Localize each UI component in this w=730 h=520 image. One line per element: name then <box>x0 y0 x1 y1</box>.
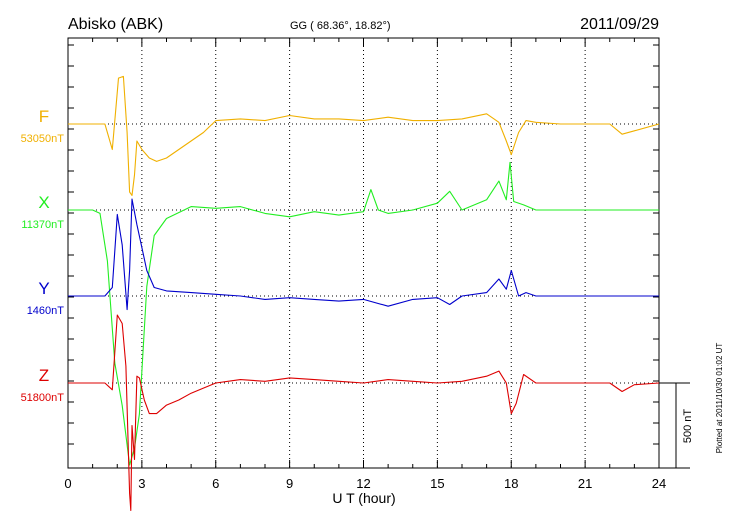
chart-date: 2011/09/29 <box>580 16 659 33</box>
x-tick-label: 15 <box>430 476 444 491</box>
series-baseline-f: 53050nT <box>21 133 65 145</box>
x-tick-label: 21 <box>578 476 592 491</box>
scale-bar: 500 nT <box>659 382 694 469</box>
x-tick-label: 12 <box>356 476 370 491</box>
series-name-f: F <box>39 107 49 126</box>
x-tick-label: 3 <box>138 476 145 491</box>
station-coords: GG ( 68.36°, 18.82°) <box>290 20 391 32</box>
scale-bar-label: 500 nT <box>682 409 694 444</box>
x-tick-label: 24 <box>652 476 666 491</box>
station-title: Abisko (ABK) <box>68 16 163 33</box>
plotted-note: Plotted at 2011/10/30 01:02 UT <box>715 343 724 454</box>
x-tick-labels: 0 3 6 9 12 15 18 21 24 <box>64 476 666 491</box>
x-tick-label: 9 <box>286 476 293 491</box>
x-axis-label: U T (hour) <box>332 490 395 506</box>
series-baseline-y: 1460nT <box>27 305 65 317</box>
series-baseline-x: 11370nT <box>21 219 64 231</box>
series-line-x <box>68 161 659 466</box>
series-line-f <box>68 75 660 196</box>
series-name-y: Y <box>38 279 49 298</box>
series-line-y <box>68 198 659 311</box>
series-line-z <box>68 314 660 512</box>
axis-ticks <box>67 38 660 468</box>
series-labels: F 53050nT X 11370nT Y 1460nT Z 51800nT <box>21 107 65 404</box>
x-tick-label: 18 <box>504 476 518 491</box>
x-tick-label: 6 <box>212 476 219 491</box>
series-name-z: Z <box>39 366 49 385</box>
x-tick-label: 0 <box>64 476 71 491</box>
series-name-x: X <box>38 193 49 212</box>
vertical-gridlines <box>141 38 586 468</box>
series-lines <box>68 75 660 512</box>
series-baseline-z: 51800nT <box>21 392 65 404</box>
